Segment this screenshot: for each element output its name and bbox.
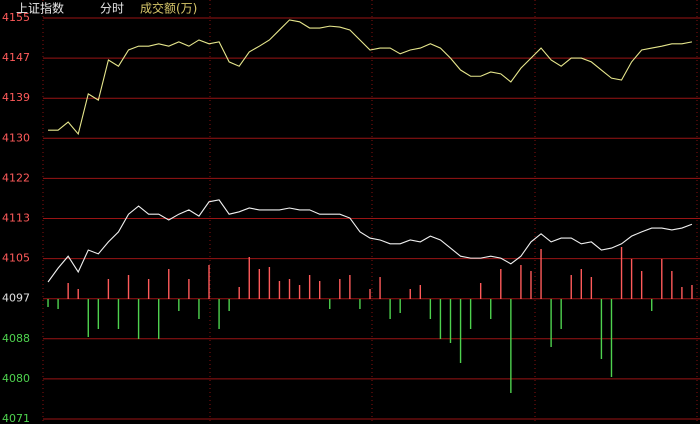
volume-bar [459, 299, 462, 363]
volume-bar [77, 289, 79, 299]
volume-bar [97, 299, 100, 329]
volume-bar [318, 281, 321, 299]
volume-bar [560, 299, 562, 329]
legend-entry: 成交额(万) [140, 1, 197, 16]
price-line [48, 19, 693, 136]
volume-bar [409, 289, 411, 299]
volume-bar [67, 283, 69, 299]
volume-bar [349, 275, 351, 299]
volume-bar [147, 279, 150, 299]
volume-bar [208, 265, 210, 299]
volume-bar [379, 277, 381, 299]
volume-bar [510, 299, 512, 393]
volume-bar [158, 299, 160, 339]
volume-bar [439, 299, 442, 339]
y-tick-label: 4139 [2, 91, 30, 104]
volume-bar [278, 281, 281, 299]
y-tick-label: 4130 [2, 131, 30, 144]
volume-bar [469, 299, 472, 329]
volume-bar [661, 259, 663, 299]
volume-bar [419, 285, 422, 299]
volume-bar [479, 283, 482, 299]
volume-bar [429, 299, 432, 319]
volume-bar [399, 299, 401, 313]
volume-bar [691, 285, 693, 299]
volume-bar [570, 275, 572, 299]
volume-bar [87, 299, 89, 337]
volume-bar [168, 269, 170, 299]
y-tick-label: 4105 [2, 252, 30, 265]
volume-bar [600, 299, 603, 359]
chart-subtitle: 分时 [100, 2, 124, 16]
volume-bar [540, 249, 542, 299]
chart-title: 上证指数 [16, 1, 64, 16]
volume-bar [530, 271, 532, 299]
volume-bar [238, 287, 240, 299]
volume-bar [389, 299, 391, 319]
volume-bar [248, 257, 250, 299]
volume-bar [640, 271, 643, 299]
volume-bar [117, 299, 120, 329]
volume-bar [57, 299, 59, 309]
volume-bar [298, 285, 301, 299]
volume-bar [550, 299, 552, 347]
volume-bar [268, 267, 271, 299]
volume-bar [127, 275, 130, 299]
y-tick-label: 4122 [2, 171, 30, 184]
y-tick-label: 4080 [2, 372, 30, 385]
volume-bar [449, 299, 452, 343]
volume-bar [47, 299, 49, 307]
volume-bar [610, 299, 613, 377]
y-tick-label: 4097 [2, 292, 30, 305]
volume-bar [329, 299, 331, 309]
volume-bar [339, 279, 341, 299]
volume-bar [258, 269, 261, 299]
volume-bar [178, 299, 180, 311]
volume-bar [137, 299, 140, 339]
volume-bar [359, 299, 361, 309]
volume-bar [620, 247, 623, 299]
marks-layer [47, 19, 693, 393]
volume-bar [500, 269, 502, 299]
volume-bar [590, 277, 593, 299]
y-tick-label: 4113 [2, 212, 30, 225]
volume-bar [288, 279, 291, 299]
volume-bar [630, 259, 633, 299]
y-tick-label: 4088 [2, 332, 30, 345]
volume-bar [228, 299, 230, 311]
price-line [47, 199, 693, 283]
y-tick-label: 4147 [2, 51, 30, 64]
volume-bar [520, 265, 522, 299]
volume-bar [218, 299, 220, 329]
volume-bar [107, 279, 110, 299]
volume-bar [308, 275, 311, 299]
volume-bar [681, 287, 683, 299]
volume-bar [580, 269, 582, 299]
volume-bar [671, 271, 673, 299]
volume-bar [198, 299, 200, 319]
volume-bar [188, 279, 190, 299]
volume-bar [369, 289, 371, 299]
y-tick-label: 4071 [2, 412, 30, 424]
volume-bar [490, 299, 492, 319]
grid-layer [43, 17, 700, 420]
volume-bar [651, 299, 653, 311]
y-tick-label: 4155 [2, 11, 30, 24]
